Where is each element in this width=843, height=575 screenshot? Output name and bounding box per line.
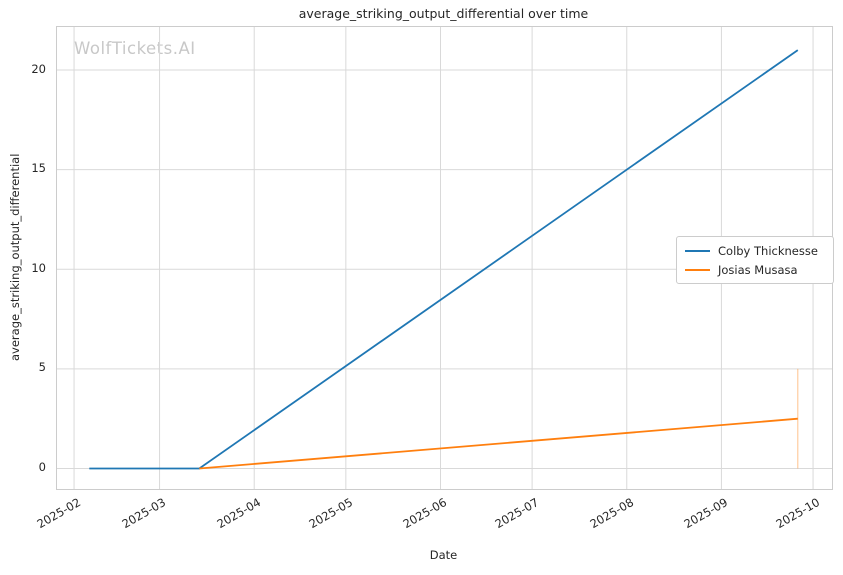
x-tick-label: 2025-03 bbox=[119, 495, 169, 532]
y-tick-label: 20 bbox=[31, 61, 46, 76]
x-tick-label: 2025-09 bbox=[681, 495, 731, 532]
y-tick-label: 5 bbox=[38, 360, 46, 375]
y-tick-label: 10 bbox=[31, 260, 46, 275]
x-tick-label: 2025-05 bbox=[306, 495, 355, 532]
x-tick-label: 2025-06 bbox=[400, 495, 450, 532]
legend: Colby Thicknesse Josias Musasa bbox=[676, 236, 834, 284]
series-line bbox=[199, 417, 798, 470]
plot-area: WolfTickets.AI Colby Thicknesse Josias M… bbox=[56, 26, 834, 490]
x-tick-label: 2025-10 bbox=[773, 495, 823, 532]
watermark: WolfTickets.AI bbox=[74, 39, 196, 58]
legend-item-label: Colby Thicknesse bbox=[718, 243, 818, 258]
legend-item-label: Josias Musasa bbox=[718, 262, 798, 277]
legend-line-swatch bbox=[685, 268, 710, 271]
x-tick-label: 2025-07 bbox=[492, 495, 542, 532]
legend-item: Colby Thicknesse bbox=[685, 243, 825, 258]
legend-item: Josias Musasa bbox=[685, 262, 825, 277]
y-tick-label: 0 bbox=[38, 459, 46, 474]
x-axis-label: Date bbox=[429, 548, 458, 562]
y-tick-label: 15 bbox=[31, 161, 46, 176]
legend-line-swatch bbox=[685, 249, 710, 252]
x-tick-label: 2025-02 bbox=[34, 495, 84, 532]
plot-canvas bbox=[57, 27, 832, 489]
chart-title: average_striking_output_differential ove… bbox=[298, 6, 589, 21]
y-axis-label: average_striking_output_differential bbox=[8, 153, 22, 361]
x-tick-label: 2025-04 bbox=[214, 495, 264, 532]
x-tick-label: 2025-08 bbox=[587, 495, 636, 532]
